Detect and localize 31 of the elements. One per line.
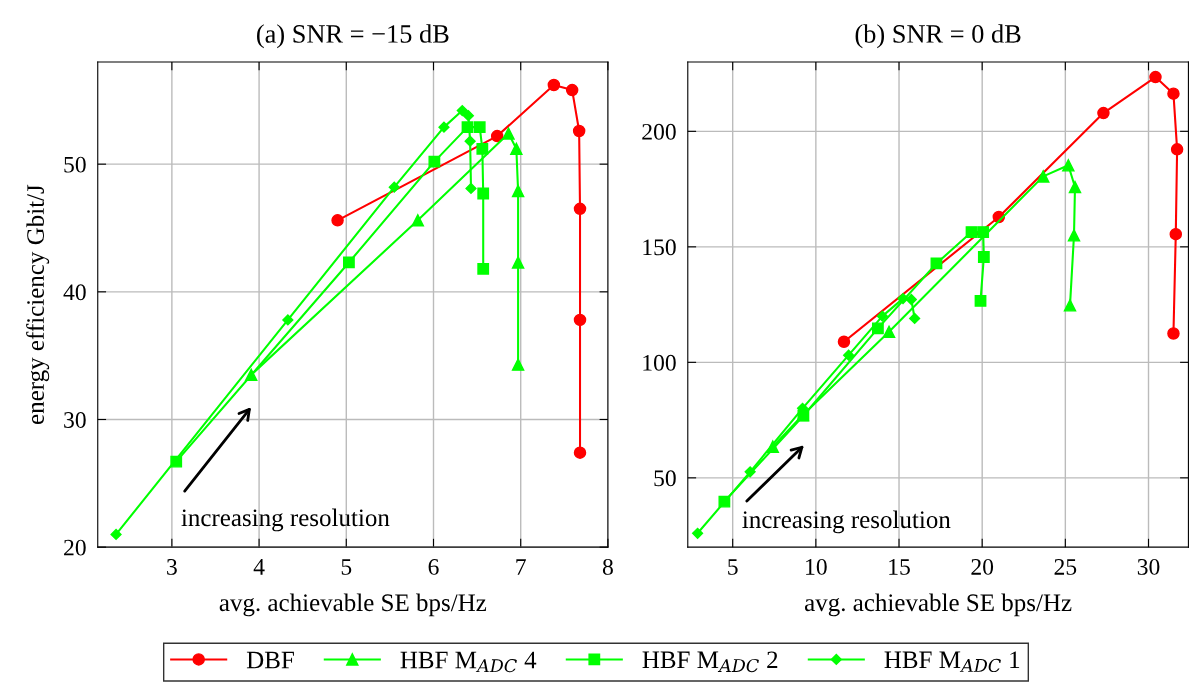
x-tick-label: 20 (971, 558, 994, 575)
x-tick-label: 6 (428, 559, 439, 575)
y-axis-title: energy efficiency Gbit/J (26, 184, 50, 424)
x-tick-label: 15 (889, 559, 910, 575)
x-tick-label: 30 (1137, 558, 1160, 575)
x-tick-label: 7 (516, 559, 526, 575)
y-tick-label: 200 (642, 123, 676, 140)
x-tick-label: 5 (341, 559, 352, 575)
legend-label: HBF M$_{ADC}$ 1 (884, 651, 1020, 673)
y-tick-label: 50 (654, 470, 676, 487)
y-tick-label: 150 (643, 239, 676, 256)
chart-title: (b) SNR = 0 dB (855, 24, 1021, 49)
x-tick-label: 4 (253, 559, 265, 575)
y-tick-label: 30 (64, 411, 86, 428)
y-tick-label: 40 (63, 284, 86, 301)
legend-label: DBF (246, 651, 294, 669)
x-tick-label: 3 (167, 559, 177, 575)
x-tick-label: 5 (728, 559, 738, 575)
chart-title: (a) SNR = −15 dB (257, 24, 449, 49)
y-tick-label: 50 (64, 156, 86, 173)
annotation: increasing resolution (742, 510, 951, 534)
x-axis-title: avg. achievable SE bps/Hz (219, 593, 487, 617)
x-tick-label: 8 (602, 558, 613, 575)
legend-label: HBF M$_{ADC}$ 4 (400, 651, 537, 673)
legend-label: HBF M$_{ADC}$ 2 (642, 651, 778, 673)
x-axis-title: avg. achievable SE bps/Hz (804, 593, 1072, 617)
y-tick-label: 100 (643, 354, 676, 371)
annotation: increasing resolution (181, 508, 390, 532)
x-tick-label: 25 (1054, 559, 1077, 575)
y-tick-label: 20 (64, 539, 86, 556)
x-tick-label: 10 (806, 558, 827, 575)
